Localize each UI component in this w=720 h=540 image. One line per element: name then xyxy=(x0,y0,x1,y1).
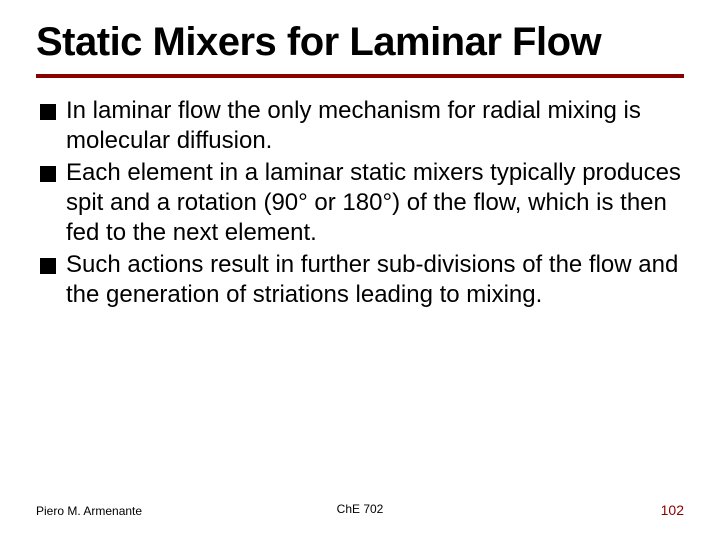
footer-author: Piero M. Armenante xyxy=(36,504,142,518)
slide-title: Static Mixers for Laminar Flow xyxy=(36,20,684,64)
title-underline xyxy=(36,74,684,78)
square-bullet-icon xyxy=(40,166,56,182)
bullet-text: In laminar flow the only mechanism for r… xyxy=(66,96,684,156)
bullet-item: In laminar flow the only mechanism for r… xyxy=(40,96,684,156)
square-bullet-icon xyxy=(40,258,56,274)
slide-body: In laminar flow the only mechanism for r… xyxy=(36,96,684,310)
slide-footer: Piero M. Armenante ChE 702 102 xyxy=(36,502,684,518)
footer-page-number: 102 xyxy=(661,502,684,518)
footer-course: ChE 702 xyxy=(337,502,384,516)
bullet-text: Such actions result in further sub-divis… xyxy=(66,250,684,310)
slide: Static Mixers for Laminar Flow In lamina… xyxy=(0,0,720,540)
bullet-item: Such actions result in further sub-divis… xyxy=(40,250,684,310)
square-bullet-icon xyxy=(40,104,56,120)
bullet-text: Each element in a laminar static mixers … xyxy=(66,158,684,248)
bullet-item: Each element in a laminar static mixers … xyxy=(40,158,684,248)
